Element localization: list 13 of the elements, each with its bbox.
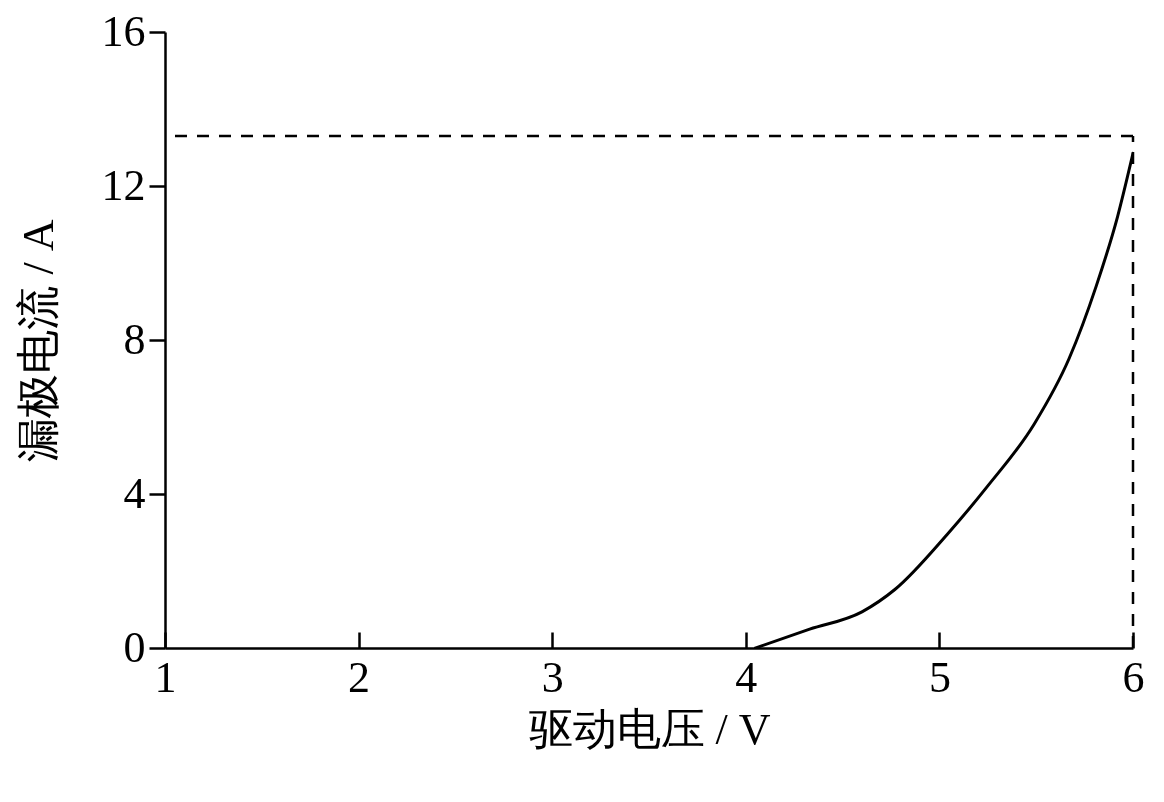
y-axis-title: 漏极电流 / A: [13, 219, 63, 462]
x-tick-label: 3: [541, 652, 564, 702]
x-tick-label: 2: [348, 652, 371, 702]
y-tick-label: 12: [101, 160, 146, 210]
x-tick-label: 6: [1122, 652, 1145, 702]
x-axis-title: 驱动电压 / V: [528, 704, 771, 754]
y-tick-label: 8: [123, 314, 146, 364]
y-tick-label: 16: [101, 6, 146, 56]
y-tick-label: 4: [123, 468, 146, 518]
y-tick-label: 0: [123, 622, 146, 672]
x-tick-label: 4: [735, 652, 758, 702]
x-tick-label: 5: [928, 652, 951, 702]
x-tick-label: 1: [154, 652, 177, 702]
